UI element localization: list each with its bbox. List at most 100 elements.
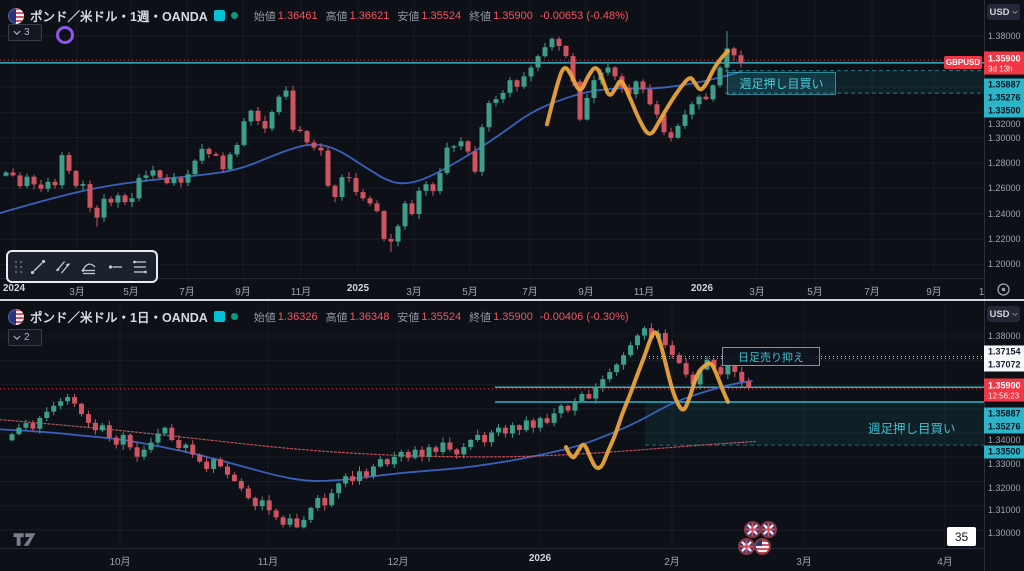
time-axis-label: 3月 <box>749 287 765 298</box>
gb-flag-icon[interactable] <box>744 521 761 538</box>
low-label: 安値 <box>397 311 420 324</box>
price-level-label[interactable]: 1.33500 <box>984 445 1024 459</box>
change-value: -0.00653 (-0.48%) <box>539 9 629 22</box>
symbol-flag-icon <box>8 7 24 24</box>
bar-close-countdown: 12:56:23 <box>988 391 1020 401</box>
price-axis[interactable]: 1.38000 1.35900 3d 13h 1.35887 1.35276 1.3350… <box>984 0 1024 571</box>
time-axis-label: 10月 <box>109 557 131 568</box>
time-axis-label: 2026 <box>528 553 552 564</box>
time-axis-label: 11月 <box>978 287 984 298</box>
open-value: 1.36461 <box>277 9 318 22</box>
price-axis-divider <box>984 0 985 571</box>
time-axis-label: 9月 <box>235 287 251 298</box>
time-axis-label: 4月 <box>937 557 953 568</box>
ohlc-readout: 始値 1.36326 高値 1.36348 安値 1.35524 終値 1.35900 … <box>248 309 629 325</box>
gb-flag-icon[interactable] <box>760 521 777 538</box>
price-line-symbol-tag[interactable]: GBPUSD <box>944 56 982 69</box>
price-level-label[interactable]: 1.33500 <box>984 104 1024 118</box>
axis-settings-icon[interactable] <box>996 282 1011 297</box>
time-axis-label: 7月 <box>522 287 538 298</box>
symbol-title[interactable]: ポンド／米ドル・1日・OANDA <box>30 311 208 325</box>
time-axis-label: 2024 <box>2 283 26 294</box>
instrument-icon <box>213 311 225 322</box>
price-axis-label: 1.24000 <box>988 209 1021 219</box>
price-axis-label: 1.34000 <box>988 435 1021 445</box>
daily-chart-canvas[interactable] <box>0 0 984 571</box>
bar-close-countdown: 3d 13h <box>988 64 1013 74</box>
fib-retracement-tool[interactable] <box>128 255 152 279</box>
daily-objects-collapse-chip[interactable]: 2 <box>8 329 42 346</box>
time-axis-label: 2025 <box>346 283 370 294</box>
currency-label: USD <box>989 6 1010 18</box>
currency-selector[interactable]: USD <box>987 306 1020 322</box>
symbol-flag-icon <box>8 308 24 325</box>
time-axis-label: 2月 <box>664 557 680 568</box>
time-axis-label: 5月 <box>462 287 478 298</box>
chevron-down-icon <box>13 335 21 340</box>
close-value: 1.35900 <box>493 9 533 22</box>
time-axis-label: 11月 <box>633 287 655 298</box>
currency-selector[interactable]: USD <box>987 4 1020 20</box>
time-axis-label: 9月 <box>926 287 942 298</box>
fib-retracement-icon <box>133 260 148 273</box>
time-axis-label: 7月 <box>179 287 195 298</box>
drawing-toolbar[interactable] <box>6 250 158 283</box>
drag-handle-icon[interactable] <box>13 258 23 275</box>
weekly-chart-canvas[interactable] <box>0 0 984 571</box>
instrument-icon <box>213 10 225 21</box>
fib-wedge-tool[interactable] <box>77 255 101 279</box>
price-level-label[interactable]: 1.35887 <box>984 407 1024 421</box>
weekly-objects-count: 3 <box>24 27 30 38</box>
annotation-label[interactable]: 週足押し目買い <box>727 72 836 95</box>
tradingview-logo[interactable] <box>12 531 40 548</box>
weekly-pane-header: ポンド／米ドル・1週・OANDA 始値 1.36461 高値 1.36621 安値 1… <box>8 6 629 25</box>
fib-wedge-icon <box>81 262 96 274</box>
price-axis-label: 1.31000 <box>988 505 1021 515</box>
time-axis-label: 5月 <box>807 287 823 298</box>
price-level-label[interactable]: 1.35900 12:56:23 <box>984 378 1024 402</box>
market-open-dot <box>230 12 238 19</box>
time-axis-divider-bottom <box>0 548 984 549</box>
price-level-label[interactable]: 1.37072 <box>984 358 1024 372</box>
high-value: 1.36621 <box>349 9 390 22</box>
time-axis-label: 12月 <box>387 557 409 568</box>
price-axis-label: 1.33000 <box>988 459 1021 469</box>
us-flag-icon[interactable] <box>754 538 771 555</box>
time-axis-label: 9月 <box>578 287 594 298</box>
price-level-label[interactable]: 1.35276 <box>984 91 1024 105</box>
market-open-dot <box>230 313 238 320</box>
open-value: 1.36326 <box>277 310 318 323</box>
chevron-down-icon <box>1011 10 1018 14</box>
pane-divider[interactable] <box>0 299 1024 301</box>
high-label: 高値 <box>325 311 348 324</box>
price-level-label[interactable]: 1.35276 <box>984 420 1024 434</box>
price-level-label[interactable]: 1.35887 <box>984 78 1024 92</box>
high-label: 高値 <box>325 10 348 23</box>
close-label: 終値 <box>469 10 492 23</box>
parallel-channel-tool[interactable] <box>51 255 75 279</box>
annotation-label[interactable]: 週足押し目買い <box>868 421 956 436</box>
ohlc-readout: 始値 1.36461 高値 1.36621 安値 1.35524 終値 1.35900 … <box>248 8 629 24</box>
time-axis-label: 11月 <box>290 287 312 298</box>
price-axis-label: 1.30000 <box>988 528 1021 538</box>
price-axis-label: 1.20000 <box>988 259 1021 269</box>
annotation-label[interactable]: 日足売り抑え <box>722 347 820 366</box>
price-axis-label: 1.22000 <box>988 234 1021 244</box>
price-level-label[interactable]: 1.35900 3d 13h <box>984 51 1024 75</box>
economic-event-flags[interactable] <box>737 519 781 557</box>
horizontal-line-tool[interactable] <box>103 255 127 279</box>
trend-line-tool[interactable] <box>26 255 50 279</box>
gb-flag-icon[interactable] <box>738 538 755 555</box>
price-level-label[interactable]: 1.37154 <box>984 345 1024 359</box>
time-axis-label: 3月 <box>69 287 85 298</box>
indicator-icon[interactable] <box>56 26 74 44</box>
weekly-time-axis[interactable]: 2024 3月 5月 7月 9月 11月 2025 3月 5月 7月 9月 11月 2026 3月 5月 7月… <box>0 278 984 299</box>
bar-count-badge[interactable]: 35 <box>947 527 976 546</box>
daily-time-axis[interactable]: 10月 11月 12月 2026 2月 3月 4月 <box>0 548 984 571</box>
low-value: 1.35524 <box>421 9 462 22</box>
weekly-objects-collapse-chip[interactable]: 3 <box>8 24 42 41</box>
symbol-title[interactable]: ポンド／米ドル・1週・OANDA <box>30 10 208 24</box>
open-label: 始値 <box>253 10 276 23</box>
price-axis-label: 1.32000 <box>988 483 1021 493</box>
